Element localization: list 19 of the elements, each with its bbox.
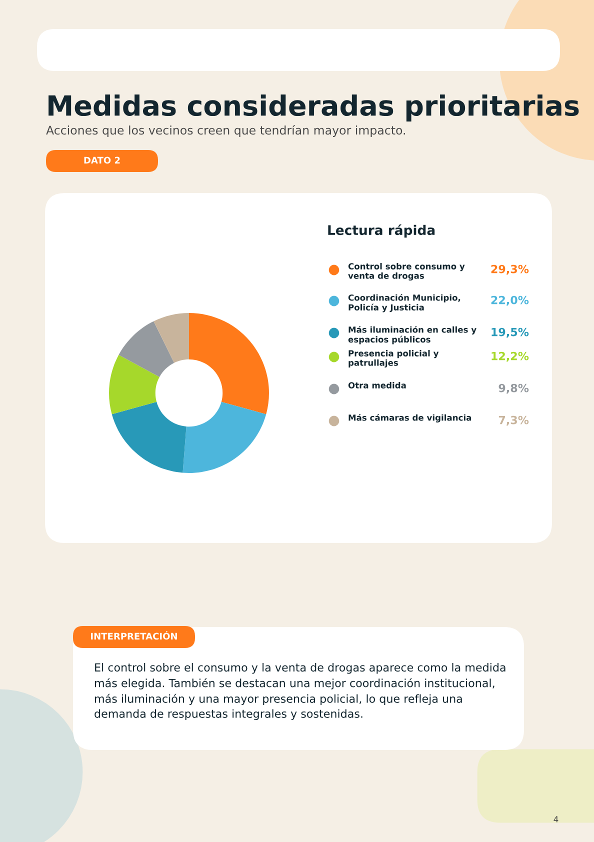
text: DATO 2 (84, 156, 120, 164)
chart-subtitle: Acciones que los vecinos creen que tendrían mayor impacto. (46, 125, 406, 137)
legend-label: Más cámaras de vigilancia (348, 414, 472, 422)
legend-label: Presencia policial y patrullajes (348, 350, 439, 368)
data-label: 9,8% (498, 384, 529, 394)
text: INTERPRETACIÓN (91, 631, 177, 640)
legend-label: Otra medida (348, 382, 406, 388)
legend-label: Control sobre consumo y venta de drogas (348, 263, 465, 281)
data-label: 29,3% (491, 264, 529, 275)
data-label: 19,5% (492, 328, 529, 338)
legend-label: Coordinación Municipio, Policía y Justicia (348, 294, 460, 312)
text: 4 (554, 816, 558, 822)
legend-title: Lectura rápida (328, 224, 435, 238)
data-label: 7,3% (498, 416, 529, 426)
legend-label: Más iluminación en calles y espacios públicos (348, 326, 476, 344)
chart-title: Medidas consideradas prioritarias (48, 94, 579, 122)
data-label: 12,2% (492, 352, 529, 362)
data-label: 22,0% (491, 296, 529, 306)
text: El control sobre el consumo y la venta de drogas aparece como la medida más elegida. También se destacan una mejor coordinación institucional, más iluminación y una mayor presencia policial, lo que refleja una demanda de respuestas integrales y sostenidas. (94, 663, 506, 720)
